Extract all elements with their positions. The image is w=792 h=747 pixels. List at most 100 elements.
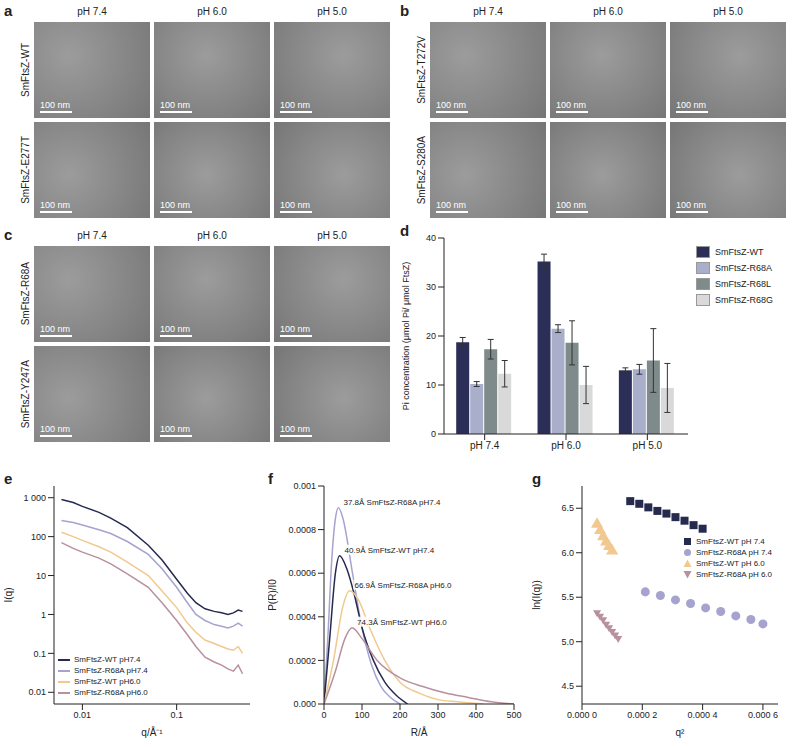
- svg-text:Pi concentration (μmol Pi/ μmo: Pi concentration (μmol Pi/ μmol FtsZ): [401, 262, 411, 410]
- svg-text:37.8Å SmFtsZ-R68A pH7.4: 37.8Å SmFtsZ-R68A pH7.4: [343, 498, 440, 507]
- html-text:100 nm: 100 nm: [160, 200, 190, 210]
- svg-text:pH 5.0: pH 5.0: [633, 440, 663, 451]
- html-text:c: c: [4, 226, 13, 243]
- html-text:100 nm: 100 nm: [40, 200, 70, 210]
- html-text:SmFtsZ-R68A pH 6.0: SmFtsZ-R68A pH 6.0: [696, 570, 772, 579]
- svg-text:0.000 0: 0.000 0: [567, 710, 597, 720]
- svg-text:q/Å⁻¹: q/Å⁻¹: [141, 726, 163, 738]
- html-text:d: d: [400, 222, 410, 239]
- html-text:100 nm: 100 nm: [160, 100, 190, 110]
- html-text:SmFtsZ-R68L: SmFtsZ-R68L: [715, 279, 771, 289]
- svg-text:5.5: 5.5: [561, 592, 574, 602]
- svg-text:R/Å: R/Å: [411, 726, 428, 738]
- svg-text:0.01: 0.01: [74, 710, 92, 720]
- svg-text:200: 200: [392, 710, 407, 720]
- html-text:SmFtsZ-Y247A: SmFtsZ-Y247A: [19, 359, 31, 429]
- svg-text:6.5: 6.5: [561, 503, 574, 513]
- html-text:SmFtsZ-S280A: SmFtsZ-S280A: [415, 135, 427, 205]
- html-text:SmFtsZ-E277T: SmFtsZ-E277T: [19, 136, 31, 204]
- svg-text:0.000: 0.000: [293, 699, 316, 709]
- html-text:SmFtsZ-WT pH 6.0: SmFtsZ-WT pH 6.0: [696, 559, 765, 568]
- svg-text:pH 7.4: pH 7.4: [470, 440, 500, 451]
- html-text:SmFtsZ-WT: SmFtsZ-WT: [19, 43, 31, 97]
- svg-text:4.5: 4.5: [561, 681, 574, 691]
- svg-text:0.0006: 0.0006: [288, 568, 316, 578]
- svg-text:1: 1: [41, 610, 46, 620]
- svg-text:0.1: 0.1: [170, 710, 183, 720]
- html-text:100 nm: 100 nm: [280, 100, 310, 110]
- html-text:100 nm: 100 nm: [436, 100, 466, 110]
- svg-text:10: 10: [426, 380, 436, 390]
- html-text:100 nm: 100 nm: [160, 324, 190, 334]
- html-text:100 nm: 100 nm: [40, 424, 70, 434]
- html-text:pH 7.4: pH 7.4: [77, 230, 107, 241]
- html-text:pH 5.0: pH 5.0: [317, 230, 347, 241]
- html-text:SmFtsZ-R68A pH7.4: SmFtsZ-R68A pH7.4: [74, 666, 148, 675]
- html-text:e: e: [4, 470, 13, 487]
- svg-text:0.000 2: 0.000 2: [627, 710, 657, 720]
- html-text:SmFtsZ-R68A: SmFtsZ-R68A: [715, 263, 772, 273]
- html-text:pH 7.4: pH 7.4: [77, 6, 107, 17]
- svg-text:400: 400: [468, 710, 483, 720]
- html-text:100 nm: 100 nm: [676, 100, 706, 110]
- html-text:pH 5.0: pH 5.0: [713, 6, 743, 17]
- svg-text:100: 100: [354, 710, 369, 720]
- html-text:SmFtsZ-WT: SmFtsZ-WT: [715, 247, 764, 257]
- html-text:100 nm: 100 nm: [676, 200, 706, 210]
- svg-text:0.001: 0.001: [293, 481, 316, 491]
- svg-text:ln(I(q)): ln(I(q)): [532, 580, 542, 609]
- html-text:g: g: [532, 470, 542, 487]
- svg-text:pH 6.0: pH 6.0: [551, 440, 581, 451]
- svg-text:500: 500: [506, 710, 521, 720]
- svg-text:300: 300: [430, 710, 445, 720]
- svg-text:0.0008: 0.0008: [288, 525, 316, 535]
- svg-text:P(R)/I0: P(R)/I0: [268, 579, 278, 611]
- html-text:100 nm: 100 nm: [280, 424, 310, 434]
- html-text:SmFtsZ-WT pH6.0: SmFtsZ-WT pH6.0: [74, 677, 141, 686]
- svg-text:5.0: 5.0: [561, 637, 574, 647]
- svg-text:0.0004: 0.0004: [288, 612, 316, 622]
- html-text:SmFtsZ-WT pH 7.4: SmFtsZ-WT pH 7.4: [696, 537, 765, 546]
- html-text:100 nm: 100 nm: [160, 424, 190, 434]
- svg-text:0.000 6: 0.000 6: [748, 710, 778, 720]
- svg-text:I(q): I(q): [4, 588, 14, 603]
- svg-text:100: 100: [31, 532, 46, 542]
- svg-text:20: 20: [426, 331, 436, 341]
- svg-text:10: 10: [36, 571, 46, 581]
- html-text:pH 6.0: pH 6.0: [593, 6, 623, 17]
- html-text:100 nm: 100 nm: [40, 100, 70, 110]
- svg-text:q²: q²: [676, 727, 686, 738]
- svg-text:0.1: 0.1: [33, 649, 46, 659]
- svg-text:40: 40: [426, 233, 436, 243]
- html-text:SmFtsZ-WT pH7.4: SmFtsZ-WT pH7.4: [74, 655, 141, 664]
- html-text:pH 6.0: pH 6.0: [197, 6, 227, 17]
- svg-text:6.0: 6.0: [561, 548, 574, 558]
- svg-text:30: 30: [426, 282, 436, 292]
- svg-text:0: 0: [431, 429, 436, 439]
- html-text:pH 5.0: pH 5.0: [317, 6, 347, 17]
- svg-text:66.9Å SmFtsZ-R68A pH6.0: 66.9Å SmFtsZ-R68A pH6.0: [354, 581, 451, 590]
- html-text:SmFtsZ-T272V: SmFtsZ-T272V: [415, 36, 427, 104]
- html-text:100 nm: 100 nm: [280, 324, 310, 334]
- html-text:SmFtsZ-R68A: SmFtsZ-R68A: [19, 262, 31, 326]
- html-text:100 nm: 100 nm: [556, 200, 586, 210]
- html-text:SmFtsZ-R68G: SmFtsZ-R68G: [715, 295, 773, 305]
- svg-text:0: 0: [321, 710, 326, 720]
- svg-text:0.0002: 0.0002: [288, 656, 316, 666]
- html-text:100 nm: 100 nm: [556, 100, 586, 110]
- html-text:100 nm: 100 nm: [436, 200, 466, 210]
- html-text:b: b: [400, 2, 410, 19]
- svg-text:0.000 4: 0.000 4: [688, 710, 718, 720]
- svg-text:74.3Å SmFtsZ-WT pH6.0: 74.3Å SmFtsZ-WT pH6.0: [357, 618, 447, 627]
- svg-text:1 000: 1 000: [23, 493, 46, 503]
- html-text:pH 6.0: pH 6.0: [197, 230, 227, 241]
- svg-text:40.9Å SmFtsZ-WT pH7.4: 40.9Å SmFtsZ-WT pH7.4: [345, 546, 435, 555]
- html-text:100 nm: 100 nm: [280, 200, 310, 210]
- html-text:pH 7.4: pH 7.4: [473, 6, 503, 17]
- html-text:f: f: [268, 470, 273, 487]
- svg-text:0.01: 0.01: [28, 687, 46, 697]
- html-text:SmFtsZ-R68A pH 7.4: SmFtsZ-R68A pH 7.4: [696, 548, 772, 557]
- html-text:100 nm: 100 nm: [40, 324, 70, 334]
- html-text:a: a: [4, 2, 13, 19]
- html-text:SmFtsZ-R68A pH6.0: SmFtsZ-R68A pH6.0: [74, 688, 148, 697]
